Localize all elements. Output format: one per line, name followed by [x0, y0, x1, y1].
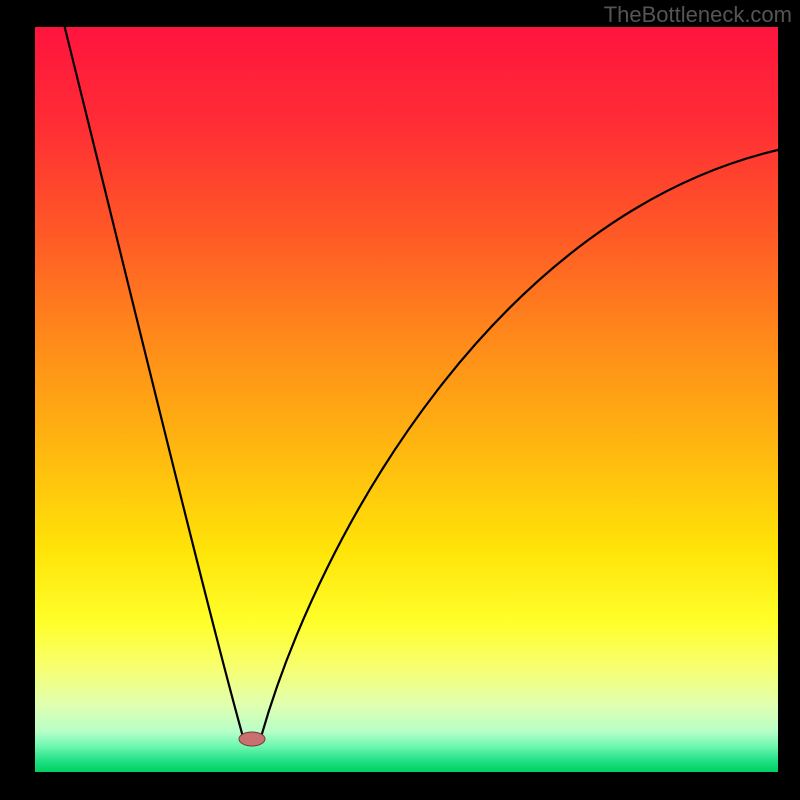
- bottleneck-chart: [0, 0, 800, 800]
- apex-marker: [239, 732, 265, 746]
- watermark-text: TheBottleneck.com: [604, 2, 792, 28]
- chart-container: TheBottleneck.com: [0, 0, 800, 800]
- plot-gradient-area: [35, 27, 778, 772]
